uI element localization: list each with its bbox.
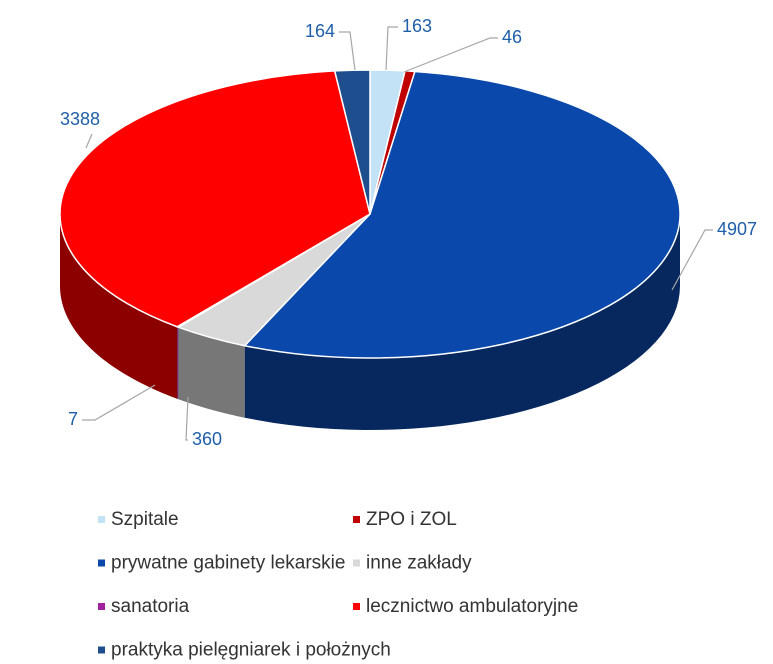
slice	[243, 70, 681, 359]
leader-line	[671, 229, 713, 291]
legend-marker	[98, 559, 105, 567]
legend-label: praktyka pielęgniarek i położnych	[111, 640, 391, 661]
leader-line	[82, 384, 156, 421]
slice-side	[178, 327, 245, 418]
legend-label: prywatne gabinety lekarskie	[111, 553, 345, 574]
slice	[59, 70, 371, 328]
slice-side	[244, 214, 680, 430]
legend-marker	[353, 603, 360, 610]
legend-label: inne zakłady	[366, 553, 472, 574]
legend-marker	[353, 559, 360, 567]
data-label: 4907	[717, 219, 757, 239]
slice-side	[60, 214, 178, 399]
leader-line	[403, 37, 498, 73]
legend-marker	[353, 516, 360, 523]
data-label: 46	[502, 27, 522, 47]
legend-label: Szpitale	[111, 509, 179, 530]
data-label: 3388	[60, 109, 100, 129]
slice	[333, 69, 371, 215]
legend-marker	[98, 646, 105, 654]
leader-line	[339, 31, 356, 71]
legend-marker	[98, 603, 105, 610]
slice-side	[177, 326, 179, 400]
leader-line	[185, 396, 189, 441]
legend-label: lecznictwo ambulatoryjne	[366, 596, 578, 617]
leader-line	[85, 133, 93, 149]
data-label: 163	[402, 16, 432, 36]
leader-line	[385, 26, 398, 71]
legend-label: ZPO i ZOL	[366, 509, 457, 530]
data-label: 7	[68, 409, 78, 429]
data-label: 360	[192, 429, 222, 449]
legend-label: sanatoria	[111, 596, 190, 617]
legend-marker	[98, 516, 105, 523]
data-label: 164	[305, 21, 335, 41]
